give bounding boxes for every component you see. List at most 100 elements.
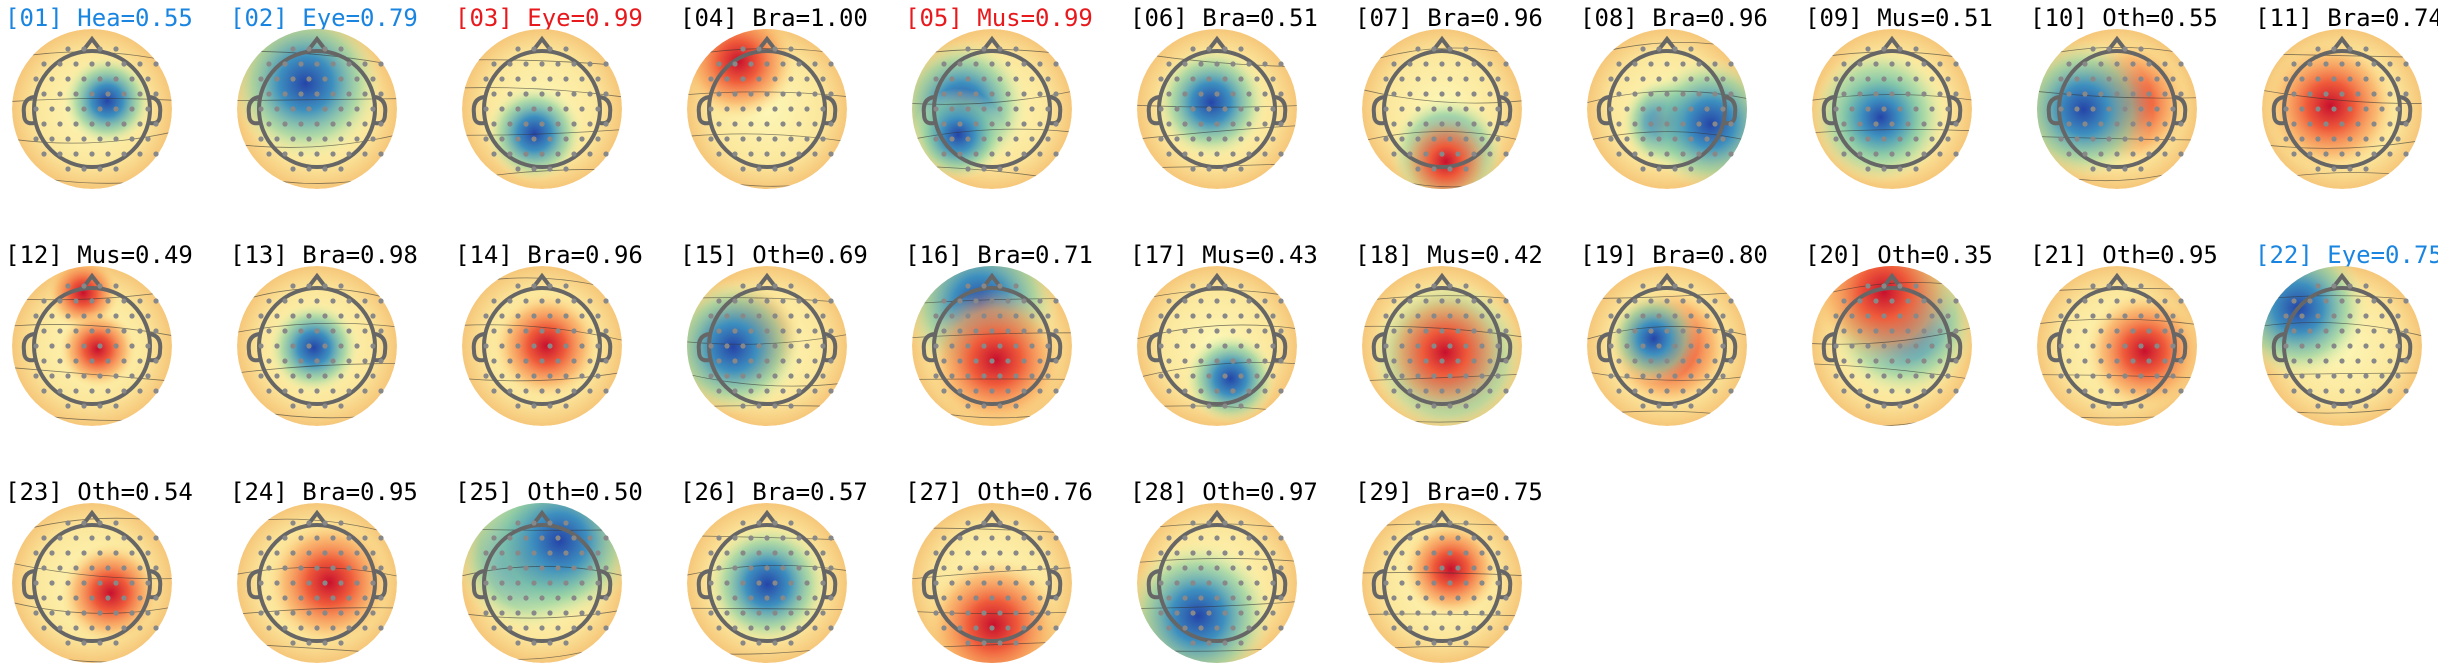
electrode <box>137 91 143 97</box>
electrode <box>2331 403 2337 409</box>
electrode <box>290 610 296 616</box>
electrode <box>724 550 730 556</box>
electrode <box>828 358 834 364</box>
electrode <box>933 550 939 556</box>
electrode <box>1174 580 1180 586</box>
electrode <box>1206 136 1212 142</box>
electrode <box>1270 313 1276 319</box>
electrode <box>1447 640 1453 646</box>
electrode <box>1222 46 1228 52</box>
electrode <box>153 91 159 97</box>
electrode <box>1222 313 1228 319</box>
electrode <box>531 640 537 646</box>
electrode <box>2154 76 2160 82</box>
electrode <box>732 91 738 97</box>
electrode <box>1640 136 1646 142</box>
topomap-blob <box>492 292 601 400</box>
ear-left <box>246 95 260 126</box>
electrode <box>338 403 344 409</box>
electrode <box>957 91 963 97</box>
electrode <box>603 388 609 394</box>
electrode <box>1833 76 1839 82</box>
electrode <box>828 91 834 97</box>
electrode <box>2130 91 2136 97</box>
electrode <box>314 121 320 127</box>
contour <box>12 599 172 614</box>
electrode <box>298 121 304 127</box>
electrode <box>1439 91 1445 97</box>
ear-left <box>696 332 710 363</box>
electrode <box>338 283 344 289</box>
electrode <box>571 358 577 364</box>
electrode <box>716 565 722 571</box>
topomap <box>2037 266 2197 426</box>
electrode <box>1230 328 1236 334</box>
contour <box>1137 558 1297 564</box>
electrode <box>997 136 1003 142</box>
electrode <box>1182 121 1188 127</box>
electrode <box>346 358 352 364</box>
electrode <box>1206 106 1212 112</box>
electrode <box>258 76 264 82</box>
electrode <box>362 61 368 67</box>
electrode <box>483 373 489 379</box>
electrode <box>1206 283 1212 289</box>
electrode <box>137 595 143 601</box>
electrode <box>1849 373 1855 379</box>
electrode <box>1021 328 1027 334</box>
electrode <box>756 46 762 52</box>
electrode <box>1222 283 1228 289</box>
electrode <box>1230 151 1236 157</box>
electrode <box>563 640 569 646</box>
electrode <box>49 373 55 379</box>
electrode <box>1174 610 1180 616</box>
electrode <box>981 520 987 526</box>
electrode <box>266 625 272 631</box>
electrode <box>2307 298 2313 304</box>
electrode <box>129 343 135 349</box>
electrode <box>2363 313 2369 319</box>
electrode <box>1037 121 1043 127</box>
electrode <box>828 565 834 571</box>
electrode <box>957 328 963 334</box>
electrode <box>523 121 529 127</box>
electrode <box>941 388 947 394</box>
electrode <box>1021 91 1027 97</box>
electrode <box>2122 283 2128 289</box>
electrode <box>2307 61 2313 67</box>
electrode <box>595 313 601 319</box>
electrode <box>563 313 569 319</box>
electrode <box>1463 550 1469 556</box>
electrode <box>1262 625 1268 631</box>
electrode <box>1238 640 1244 646</box>
electrode <box>796 565 802 571</box>
electrode <box>266 61 272 67</box>
electrode <box>2387 61 2393 67</box>
electrode <box>603 61 609 67</box>
electrode <box>2371 61 2377 67</box>
electrode <box>579 343 585 349</box>
electrode <box>89 565 95 571</box>
electrode <box>1037 61 1043 67</box>
electrode <box>483 610 489 616</box>
electrode <box>772 283 778 289</box>
electrode <box>2138 313 2144 319</box>
electrode <box>330 121 336 127</box>
electrode <box>1865 373 1871 379</box>
electrode <box>266 151 272 157</box>
electrode <box>965 610 971 616</box>
ear-left <box>21 569 35 600</box>
electrode <box>571 565 577 571</box>
electrode <box>1503 121 1509 127</box>
component-label: [12] Mus=0.49 <box>5 241 193 269</box>
electrode <box>1897 166 1903 172</box>
electrode <box>603 565 609 571</box>
electrode <box>523 565 529 571</box>
electrode <box>732 151 738 157</box>
topomap <box>462 266 622 426</box>
electrode <box>1720 313 1726 319</box>
electrode <box>2106 106 2112 112</box>
contour <box>1362 131 1522 144</box>
electrode <box>1495 580 1501 586</box>
electrode <box>1503 61 1509 67</box>
